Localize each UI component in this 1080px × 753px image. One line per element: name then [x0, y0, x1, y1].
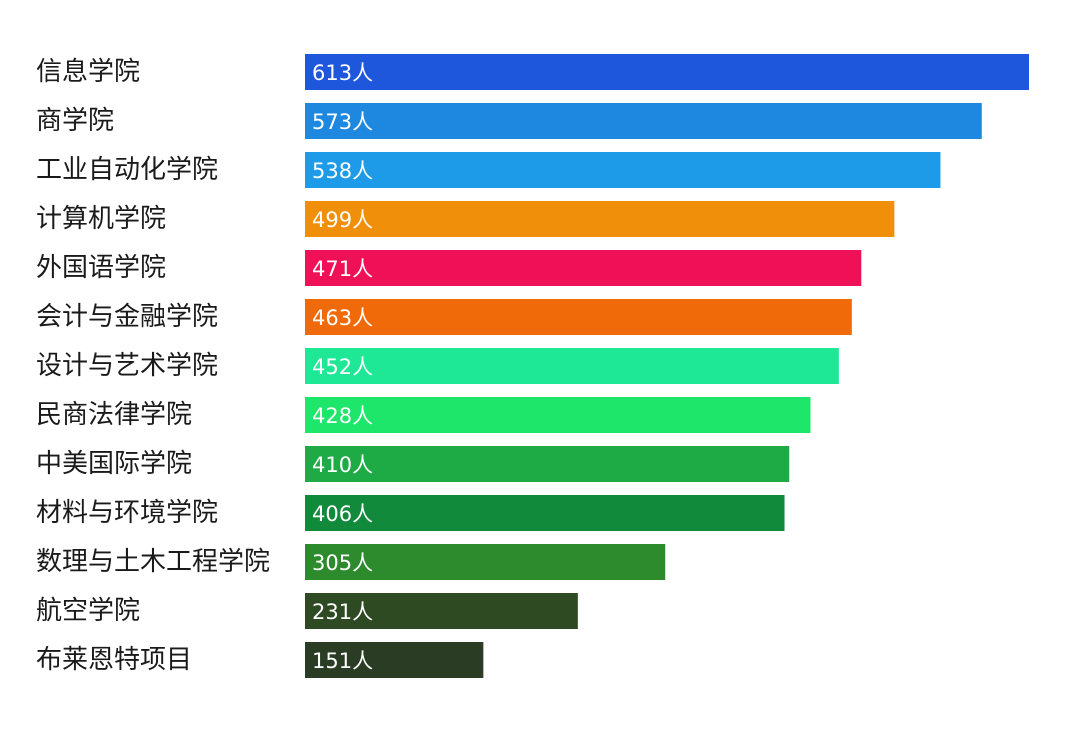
category-label: 民商法律学院	[36, 400, 192, 430]
value-label: 406人	[312, 502, 373, 526]
category-label: 布莱恩特项目	[36, 645, 192, 675]
value-label: 410人	[312, 453, 373, 477]
value-labels: 613人 573人 538人 499人 471人 463人 452人 428人 410人 406人…	[312, 61, 373, 673]
bar	[305, 54, 1029, 90]
category-label: 外国语学院	[36, 253, 166, 283]
bars	[305, 54, 1029, 678]
category-label: 工业自动化学院	[36, 155, 218, 185]
category-label: 材料与环境学院	[36, 498, 218, 528]
value-label: 499人	[312, 208, 373, 232]
category-label: 航空学院	[36, 596, 140, 626]
category-label: 中美国际学院	[36, 449, 192, 479]
value-label: 231人	[312, 600, 373, 624]
bar	[305, 103, 982, 139]
value-label: 452人	[312, 355, 373, 379]
value-label: 471人	[312, 257, 373, 281]
value-label: 151人	[312, 649, 373, 673]
category-label: 设计与艺术学院	[36, 351, 218, 381]
value-label: 305人	[312, 551, 373, 575]
bar	[305, 348, 839, 384]
value-label: 613人	[312, 61, 373, 85]
bar	[305, 642, 484, 678]
bar	[305, 397, 811, 433]
value-label: 573人	[312, 110, 373, 134]
bar	[305, 544, 666, 580]
category-label: 信息学院	[36, 57, 140, 87]
category-label: 计算机学院	[36, 204, 166, 234]
bar	[305, 250, 862, 286]
value-label: 538人	[312, 159, 373, 183]
bar	[305, 201, 895, 237]
category-label: 数理与土木工程学院	[36, 547, 270, 577]
category-label: 商学院	[36, 106, 114, 136]
bar	[305, 152, 941, 188]
value-label: 428人	[312, 404, 373, 428]
bar	[305, 495, 785, 531]
bar	[305, 593, 578, 629]
bar	[305, 299, 852, 335]
category-label: 会计与金融学院	[36, 302, 218, 332]
value-label: 463人	[312, 306, 373, 330]
category-labels: 信息学院商学院工业自动化学院计算机学院外国语学院会计与金融学院设计与艺术学院民商…	[36, 57, 270, 675]
bar	[305, 446, 790, 482]
